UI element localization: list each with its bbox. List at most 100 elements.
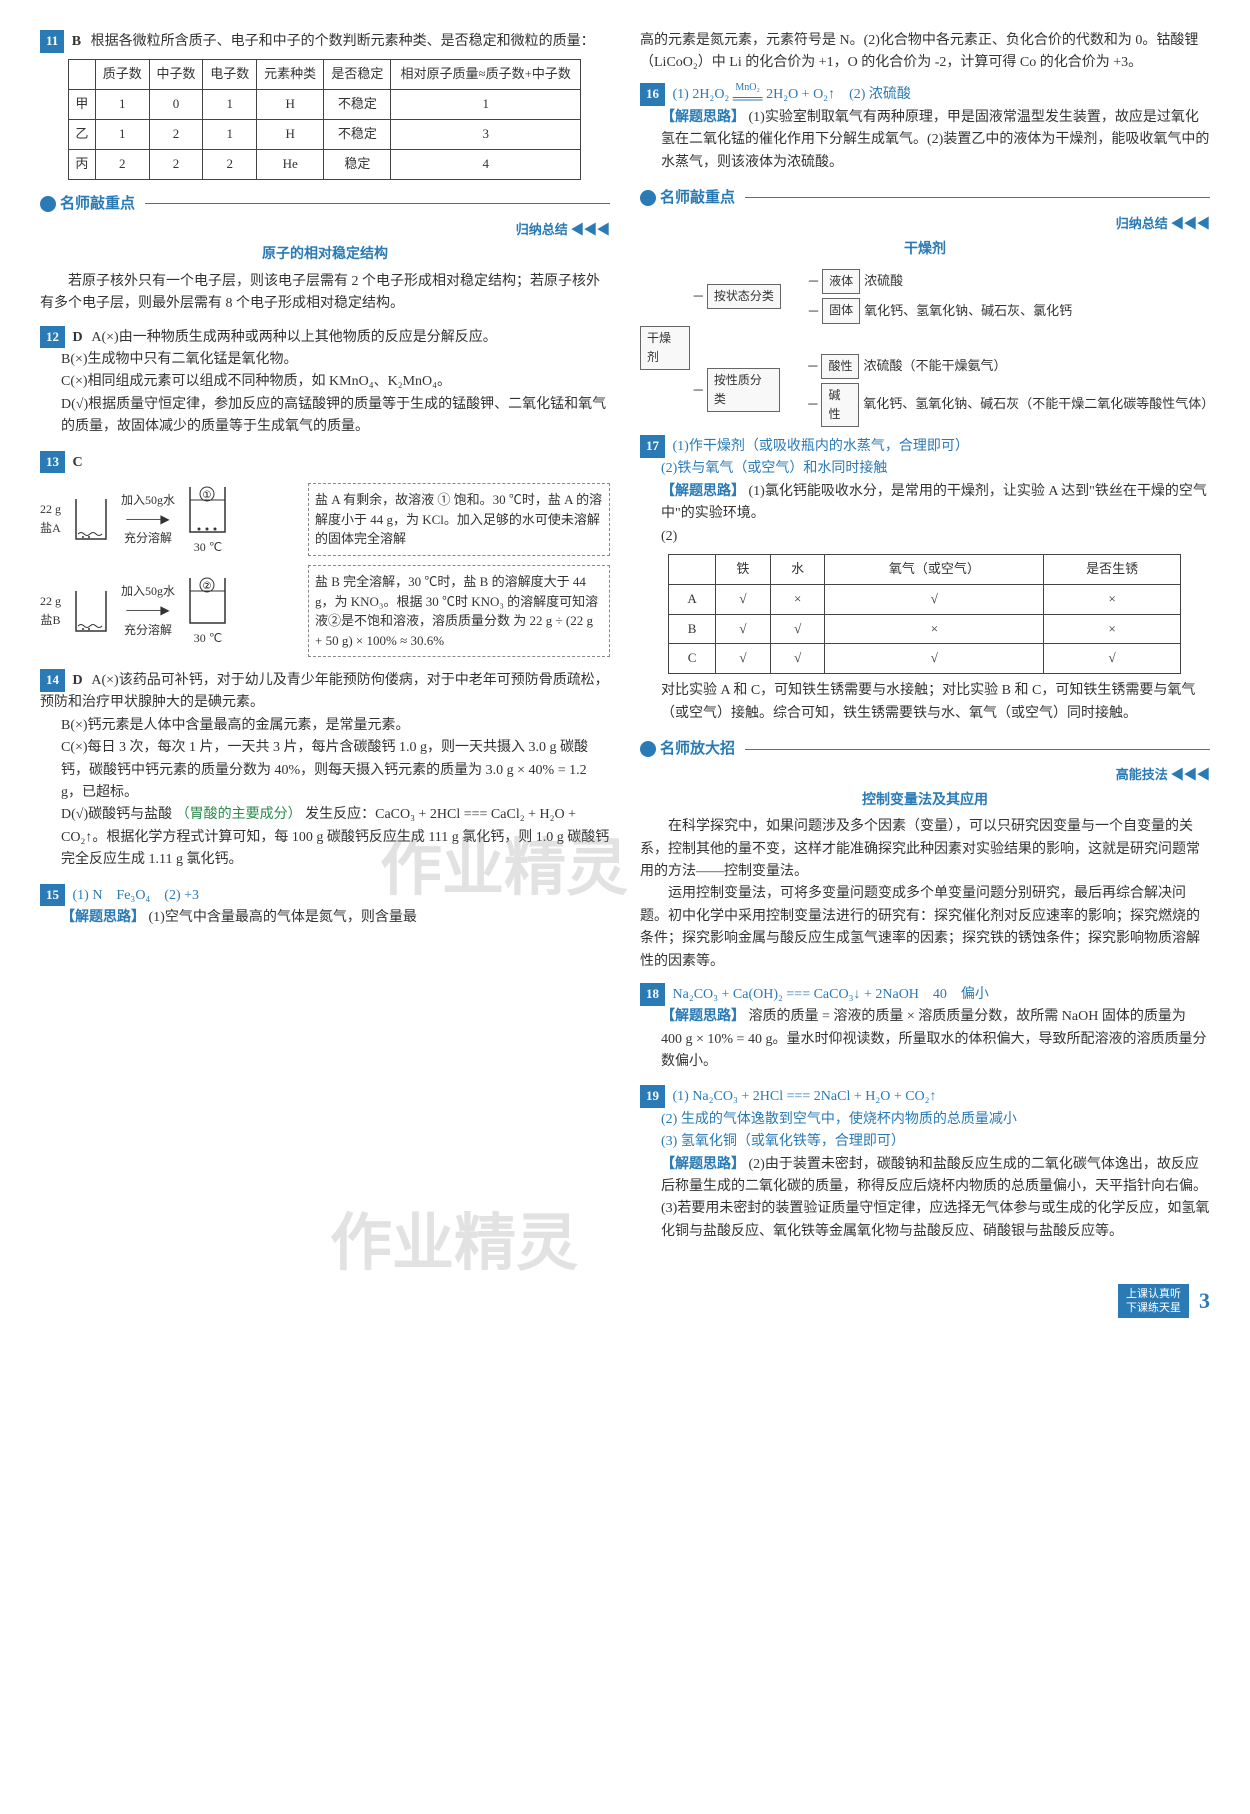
q19-a3: (3) 氢氧化铜（或氧化铁等，合理即可） [640,1131,1210,1153]
section-title-2: 干燥剂 [640,239,1210,261]
beaker-icon [71,494,111,544]
td: 0 [149,90,203,120]
fig1-temp: 30 ℃ [185,538,231,557]
footer-line-2: 下课练天星 [1126,1301,1181,1315]
td: 1 [391,90,581,120]
question-12: 12 D A(×)由一种物质生成两种或两种以上其他物质的反应是分解反应。 B(×… [40,326,610,439]
th [69,60,96,90]
td: × [825,614,1044,644]
qnum-15: 15 [40,884,65,907]
q15-route-label: 【解题思路】 [61,910,145,925]
td: √ [716,584,771,614]
fig2-arrow-top: 加入50g水 [121,582,175,601]
section-teacher-point-2: 名师敲重点 归纳总结 ◀◀◀ 干燥剂 [640,186,1210,261]
q18-route-label: 【解题思路】 [661,1009,745,1024]
q19-a1: (1) Na₂CO₃ + 2HCl === 2NaCl + H₂O + CO₂↑ [673,1089,937,1104]
tree-branch-2: 按性质分类 [707,368,780,412]
tree-leaf-val: 浓硫酸 [864,271,903,292]
td: 2 [95,149,149,179]
question-11: 11 B 根据各微粒所含质子、电子和中子的个数判断元素种类、是否稳定和微粒的质量… [40,30,610,180]
q12-d: D(√)根据质量守恒定律，参加反应的高锰酸钾的质量等于生成的锰酸钾、二氧化锰和氧… [40,394,610,439]
q17-a2: (2)铁与氧气（或空气）和水同时接触 [640,458,1210,480]
tree-leaf: 液体 [822,269,860,294]
td: 稳定 [324,149,391,179]
footer-line-1: 上课认真听 [1126,1287,1181,1301]
q14-d-green: （胃酸的主要成分） [176,807,302,822]
q13-box-2: 盐 B 完全溶解，30 ℃时，盐 B 的溶解度大于 44 g，为 KNO₃。根据… [308,565,610,657]
q17-table: 铁 水 氧气（或空气） 是否生锈 A √ × √ × B √ √ × [668,554,1181,674]
question-18: 18 Na₂CO₃ + Ca(OH)₂ === CaCO₃↓ + 2NaOH 4… [640,983,1210,1074]
fig2-temp: 30 ℃ [185,629,231,648]
question-15: 15 (1) N Fe₃O₄ (2) +3 【解题思路】 (1)空气中含量最高的… [40,884,610,930]
tree-leaf-val: 氧化钙、氢氧化钠、碱石灰、氯化钙 [864,301,1072,322]
q15-continuation: 高的元素是氮元素，元素符号是 N。(2)化合物中各元素正、负化合价的代数和为 0… [640,30,1210,75]
th [669,555,716,585]
q19-route-label: 【解题思路】 [661,1157,745,1172]
fig2-arrow-bot: 充分溶解 [121,621,175,640]
section-hdr-3: 名师放大招 [660,737,735,761]
tree-leaf: 酸性 [821,354,859,379]
td: √ [825,584,1044,614]
th: 元素种类 [257,60,324,90]
section3-p2: 运用控制变量法，可将多变量问题变成多个单变量问题分别研究，最后再综合解决问题。初… [640,883,1210,973]
desiccant-tree: 干燥剂 ─ 按状态分类 ─液体浓硫酸 ─固体氧化钙、氢氧化钠、碱石灰、氯化钙 ─… [640,269,1210,427]
q17-route2-label: (2) [640,526,1210,548]
fig2-left-label: 22 g 盐B [40,592,61,630]
td: 2 [149,149,203,179]
column-right: 高的元素是氮元素，元素符号是 N。(2)化合物中各元素正、负化合价的代数和为 0… [640,30,1210,1255]
td: 3 [391,119,581,149]
svg-text:①: ① [203,490,212,501]
q17-route-label: 【解题思路】 [661,484,745,499]
q12-a: A(×)由一种物质生成两种或两种以上其他物质的反应是分解反应。 [91,330,496,345]
section3-p1: 在科学探究中，如果问题涉及多个因素（变量），可以只研究因变量与一个自变量的关系，… [640,816,1210,883]
td: 1 [203,119,257,149]
td: H [257,119,324,149]
td: B [669,614,716,644]
answer-12: D [73,330,83,345]
section-hdr-1: 名师敲重点 [60,192,135,216]
tree-root: 干燥剂 [640,326,690,370]
th: 氧气（或空气） [825,555,1044,585]
q11-intro: 根据各微粒所含质子、电子和中子的个数判断元素种类、是否稳定和微粒的质量： [91,34,595,49]
q15-route: (1)空气中含量最高的气体是氮气，则含量最 [149,910,417,925]
td: √ [825,644,1044,674]
th: 质子数 [95,60,149,90]
tree-leaf-val: 氧化钙、氢氧化钠、碱石灰（不能干燥二氧化碳等酸性气体） [863,394,1210,415]
q14-a: A(×)该药品可补钙，对于幼儿及青少年能预防佝偻病，对于中老年可预防骨质疏松，预… [40,673,609,710]
td: 甲 [69,90,96,120]
svg-text:②: ② [203,581,212,592]
th: 是否生锈 [1044,555,1181,585]
q13-figure-2: 22 g 盐B 加入50g水 ────▶ 充分溶解 [40,573,300,648]
th: 电子数 [203,60,257,90]
page-content: 11 B 根据各微粒所含质子、电子和中子的个数判断元素种类、是否稳定和微粒的质量… [0,0,1250,1275]
q12-c: C(×)相同组成元素可以组成不同种物质，如 KMnO₄、K₂MnO₄。 [40,371,610,393]
question-14: 14 D A(×)该药品可补钙，对于幼儿及青少年能预防佝偻病，对于中老年可预防骨… [40,669,610,872]
qnum-17: 17 [640,435,665,458]
td: 不稳定 [324,119,391,149]
td: A [669,584,716,614]
td: √ [716,614,771,644]
beaker-icon: ① [185,482,231,538]
section-tag-3: 高能技法 ◀◀◀ [1116,765,1210,786]
td: 1 [95,90,149,120]
section-hdr-2: 名师敲重点 [660,186,735,210]
qnum-16: 16 [640,83,665,106]
q19-a2: (2) 生成的气体逸散到空气中，使烧杯内物质的总质量减小 [640,1109,1210,1131]
q13-box-1: 盐 A 有剩余，故溶液 ① 饱和。30 ℃时，盐 A 的溶解度小于 44 g，为… [308,483,610,556]
td: 1 [95,119,149,149]
q14-b: B(×)钙元素是人体中含量最高的金属元素，是常量元素。 [40,715,610,737]
answer-13: C [73,455,83,470]
q13-figure-1: 22 g 盐A 加入50g水 ────▶ 充分溶解 [40,482,300,557]
q14-d-pre: D(√)碳酸钙与盐酸 [61,807,172,822]
td: √ [770,614,825,644]
fig1-arrow-bot: 充分溶解 [121,529,175,548]
td: 4 [391,149,581,179]
td: √ [716,644,771,674]
tree-branch-1: 按状态分类 [707,284,781,309]
q16-eq-rhs: 2H₂O + O₂↑ (2) 浓硫酸 [766,87,911,102]
question-13: 13 C 22 g 盐A 加入50g水 ────▶ 充分 [40,451,610,658]
tree-leaf: 固体 [822,298,860,323]
q11-table: 质子数 中子数 电子数 元素种类 是否稳定 相对原子质量≈质子数+中子数 甲 1… [68,59,581,179]
td: 丙 [69,149,96,179]
q14-c: C(×)每日 3 次，每次 1 片，一天共 3 片，每片含碳酸钙 1.0 g，则… [40,737,610,804]
